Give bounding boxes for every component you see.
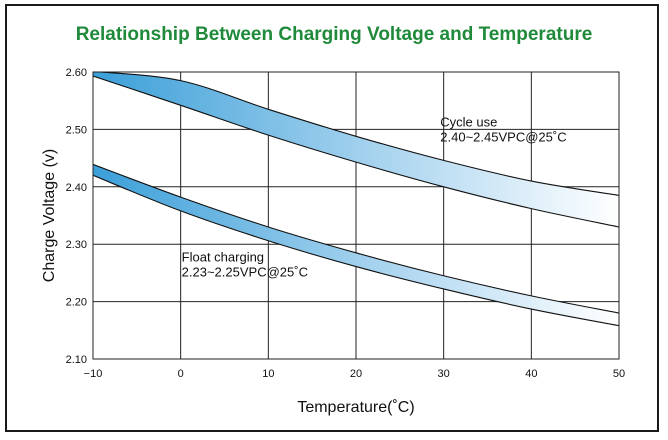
y-tick-label: 2.10 (66, 354, 87, 366)
x-tick-label: 0 (178, 368, 184, 380)
x-tick-label: −10 (84, 368, 103, 380)
chart-title: Relationship Between Charging Voltage an… (75, 24, 593, 45)
y-tick-label: 2.50 (66, 124, 87, 136)
x-tick-label: 30 (438, 368, 450, 380)
y-tick-label: 2.20 (66, 297, 87, 309)
y-tick-label: 2.30 (66, 239, 87, 251)
band-1 (93, 164, 619, 326)
annotation-1-line-1: 2.23~2.25VPC@25˚C (182, 264, 308, 279)
band-0-upper-edge (93, 72, 619, 196)
y-tick-label: 2.40 (66, 182, 87, 194)
x-tick-label: 50 (613, 368, 625, 380)
annotation-1-line-0: Float charging (182, 249, 264, 264)
band-0 (93, 72, 619, 227)
band-1-upper-edge (93, 163, 619, 314)
annotation-0-line-1: 2.40~2.45VPC@25˚C (440, 130, 566, 145)
band-0-lower-edge (93, 75, 619, 228)
x-tick-label: 20 (350, 368, 362, 380)
x-axis-label: Temperature(˚C) (297, 399, 414, 416)
y-tick-label: 2.60 (66, 67, 87, 79)
x-tick-label: 40 (525, 368, 537, 380)
y-axis-label: Charge Voltage (v) (41, 149, 58, 282)
plot-border (92, 71, 620, 360)
band-1-lower-edge (93, 174, 619, 327)
annotation-0-line-0: Cycle use (440, 115, 497, 130)
x-tick-label: 10 (262, 368, 274, 380)
